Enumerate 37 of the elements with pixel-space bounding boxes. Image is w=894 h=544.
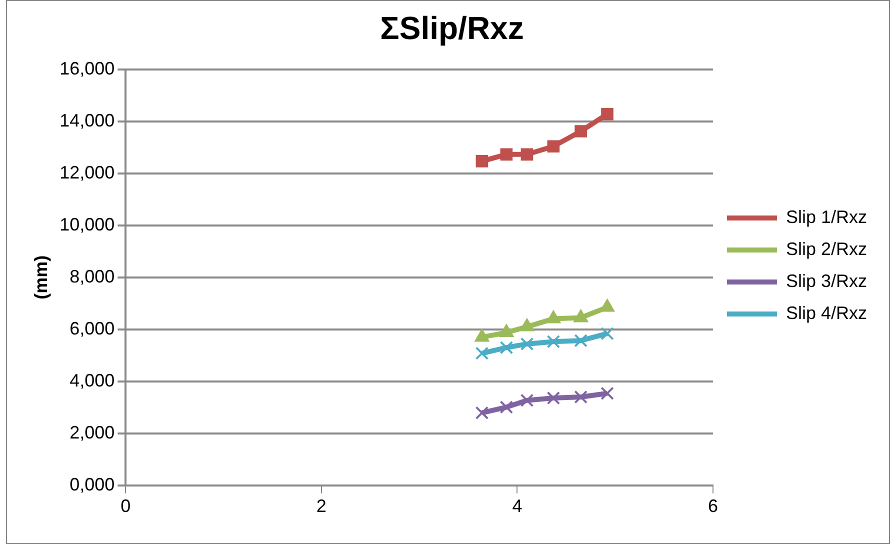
point [601, 108, 614, 120]
y-axis-title: (mm) [30, 255, 51, 300]
point [600, 326, 614, 340]
x-tick-label: 4 [512, 496, 522, 516]
point [475, 346, 489, 360]
y-tick-label: 0,000 [70, 474, 115, 494]
point [520, 148, 534, 161]
y-tick-label: 2,000 [70, 422, 115, 442]
x-tick-label: 0 [120, 496, 131, 516]
point [600, 386, 614, 400]
point [500, 340, 514, 354]
y-tick-label: 6,000 [70, 318, 115, 338]
point [574, 125, 587, 138]
y-tick-label: 16,000 [60, 58, 115, 78]
x-tick-label: 2 [316, 496, 326, 516]
point [476, 155, 488, 168]
point [520, 394, 534, 408]
y-tick-label: 8,000 [70, 266, 115, 286]
legend-label: Slip 4/Rxz [786, 302, 868, 323]
point [574, 390, 588, 404]
point [475, 406, 489, 420]
y-tick-label: 4,000 [70, 370, 115, 390]
point [546, 334, 560, 348]
legend-label: Slip 1/Rxz [786, 206, 868, 227]
point [520, 337, 534, 351]
legend-label: Slip 2/Rxz [786, 238, 868, 259]
legend-label: Slip 3/Rxz [786, 270, 868, 291]
y-tick-label: 10,000 [60, 214, 115, 234]
point [574, 334, 588, 348]
chart-title: ΣSlip/Rxz [380, 10, 524, 46]
y-tick-label: 12,000 [60, 162, 115, 182]
x-tick-label: 6 [708, 496, 718, 516]
point [546, 391, 560, 405]
point [500, 400, 514, 414]
y-tick-label: 14,000 [60, 110, 115, 130]
point [500, 148, 513, 161]
point [547, 140, 560, 153]
